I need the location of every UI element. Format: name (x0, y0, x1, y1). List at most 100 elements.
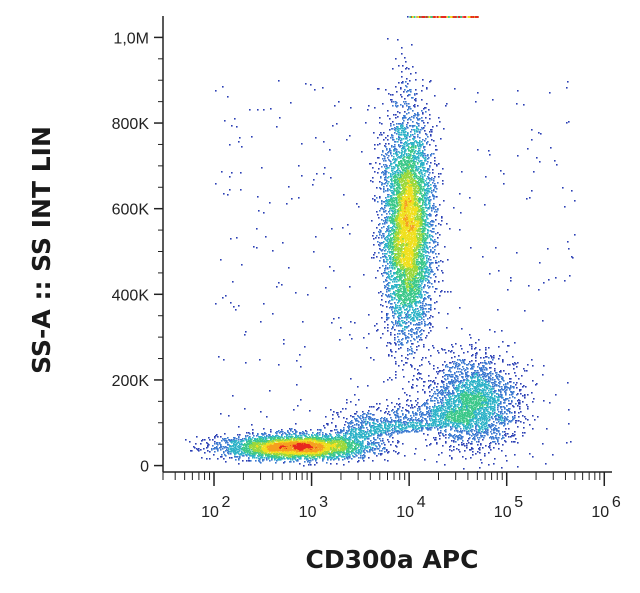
event-dot (402, 253, 404, 255)
event-dot (421, 110, 423, 112)
event-dot (415, 207, 417, 209)
event-dot (401, 204, 403, 206)
event-dot (397, 276, 399, 278)
event-dot (404, 177, 406, 179)
event-dot (415, 219, 417, 221)
event-dot (409, 294, 411, 296)
event-dot (416, 281, 418, 283)
event-dot (386, 222, 388, 224)
event-dot (425, 107, 427, 109)
event-dot (408, 187, 410, 189)
event-dot (318, 455, 320, 457)
event-dot (398, 250, 400, 252)
event-dot (408, 203, 410, 205)
event-dot (418, 220, 420, 222)
event-dot (398, 315, 400, 317)
event-dot (398, 295, 400, 297)
event-dot (394, 202, 396, 204)
event-dot (398, 268, 400, 270)
event-dot (412, 223, 414, 225)
event-dot (347, 448, 349, 450)
event-dot (400, 128, 402, 130)
event-dot (431, 207, 433, 209)
event-dot (397, 271, 399, 273)
event-dot (386, 149, 388, 151)
event-dot (427, 171, 429, 173)
event-dot (421, 210, 423, 212)
event-dot (417, 156, 419, 158)
event-dot (406, 216, 408, 218)
event-dot (434, 273, 436, 275)
event-dot (259, 441, 261, 443)
event-dot (421, 323, 423, 325)
event-dot (433, 208, 435, 210)
event-dot (409, 215, 411, 217)
event-dot (419, 262, 421, 264)
event-dot (405, 171, 407, 173)
event-dot (414, 271, 416, 273)
event-dot (387, 273, 389, 275)
event-dot (382, 183, 384, 185)
event-dot (387, 379, 389, 381)
event-dot (403, 270, 405, 272)
event-dot (345, 440, 347, 442)
event-dot (408, 239, 410, 241)
event-dot (421, 141, 423, 143)
event-dot (405, 290, 407, 292)
event-dot (417, 319, 419, 321)
event-dot (419, 245, 421, 247)
event-dot (308, 448, 310, 450)
event-dot (428, 197, 430, 199)
event-dot (387, 324, 389, 326)
event-dot (399, 232, 401, 234)
event-dot (410, 289, 412, 291)
event-dot (409, 271, 411, 273)
event-dot (433, 231, 435, 233)
event-dot (353, 456, 355, 458)
event-dot (429, 215, 431, 217)
event-dot (284, 450, 286, 452)
event-dot (397, 177, 399, 179)
event-dot (391, 145, 393, 147)
event-dot (414, 339, 416, 341)
event-dot (401, 360, 403, 362)
event-dot (246, 447, 248, 449)
event-dot (401, 259, 403, 261)
event-dot (409, 212, 411, 214)
event-dot (398, 156, 400, 158)
event-dot (302, 444, 304, 446)
event-dot (399, 164, 401, 166)
event-dot (401, 156, 403, 158)
event-dot (422, 234, 424, 236)
event-dot (390, 234, 392, 236)
event-dot (401, 142, 403, 144)
event-dot (405, 244, 407, 246)
event-dot (388, 247, 390, 249)
event-dot (384, 250, 386, 252)
event-dot (424, 261, 426, 263)
event-dot (226, 449, 228, 451)
event-dot (381, 311, 383, 313)
event-dot (383, 256, 385, 258)
event-dot (412, 286, 414, 288)
event-dot (391, 184, 393, 186)
event-dot (419, 225, 421, 227)
event-dot (412, 190, 414, 192)
event-dot (401, 161, 403, 163)
event-dot (413, 249, 415, 251)
event-dot (402, 190, 404, 192)
event-dot (441, 290, 443, 292)
event-dot (419, 268, 421, 270)
event-dot (424, 249, 426, 251)
event-dot (397, 184, 399, 186)
event-dot (404, 161, 406, 163)
event-dot (411, 232, 413, 234)
event-dot (418, 229, 420, 231)
event-dot (394, 231, 396, 233)
event-dot (430, 238, 432, 240)
event-dot (425, 280, 427, 282)
event-dot (347, 442, 349, 444)
event-dot (349, 439, 351, 441)
event-dot (415, 231, 417, 233)
event-dot (415, 184, 417, 186)
